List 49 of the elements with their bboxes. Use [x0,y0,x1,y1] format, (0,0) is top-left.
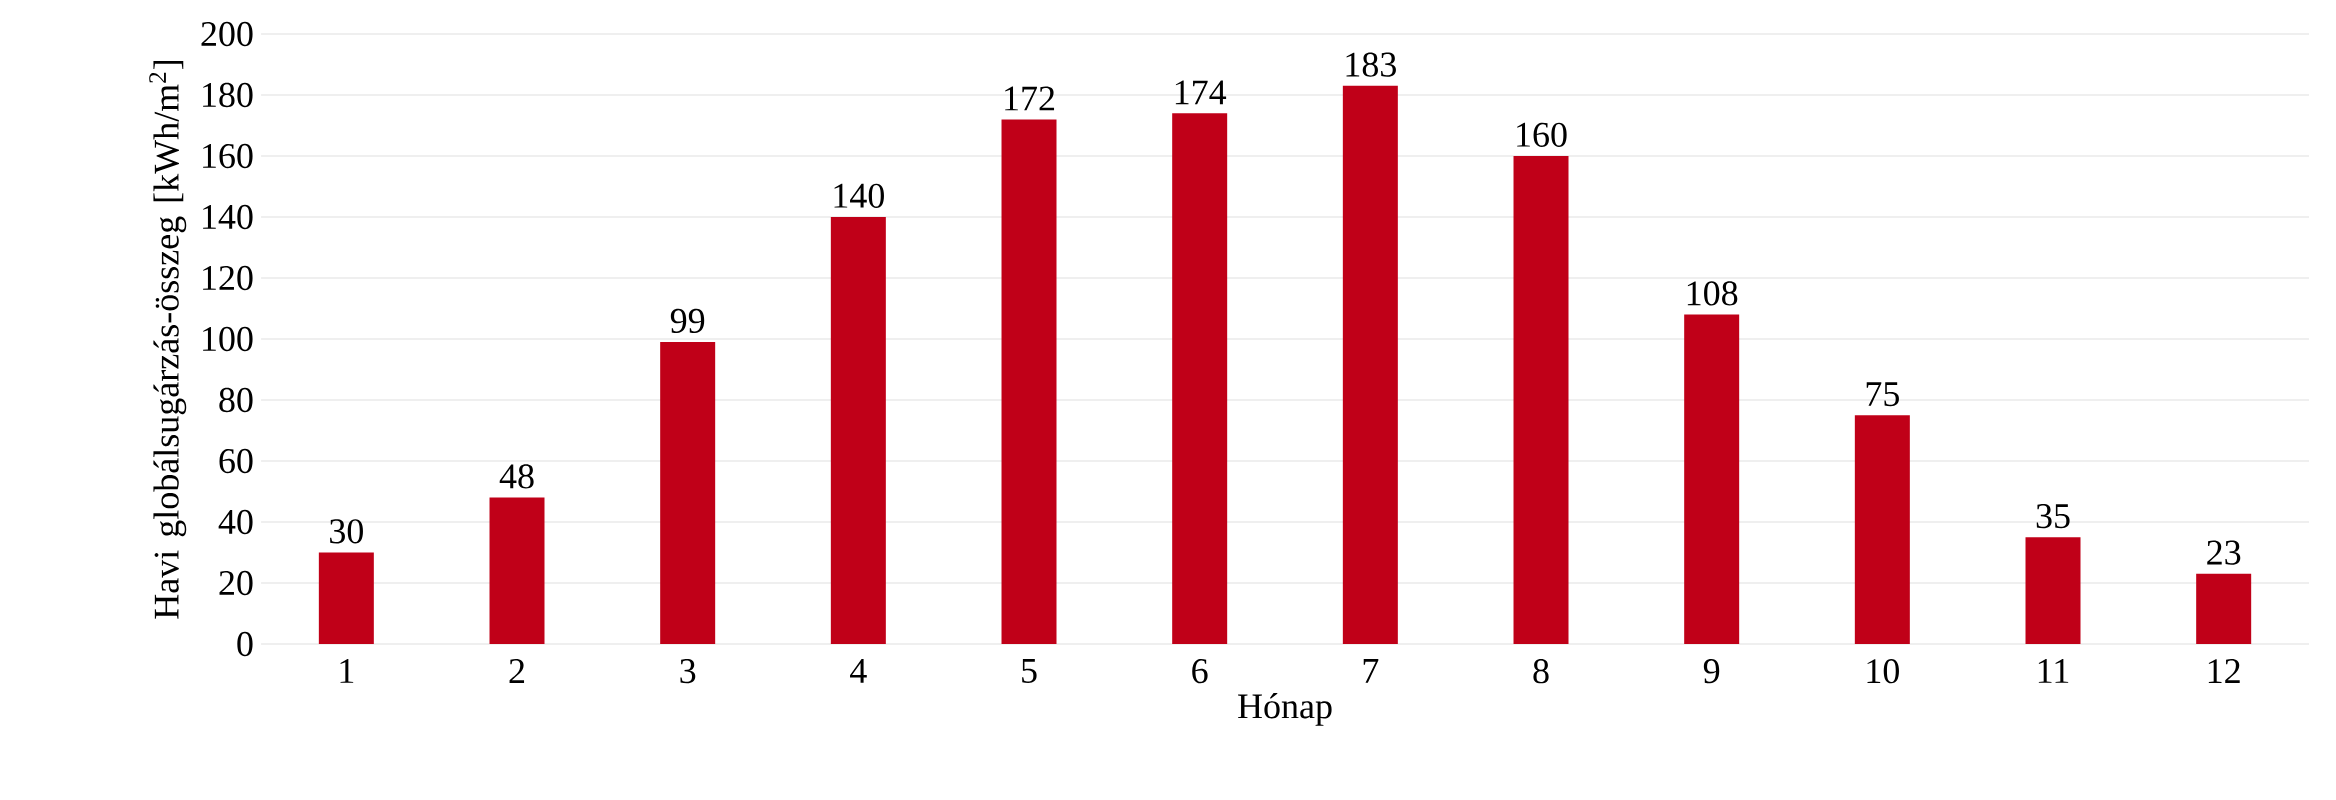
data-label: 75 [1866,382,1899,407]
bar [1854,415,1910,644]
x-tick-label: 1 [340,659,354,683]
y-tick-label: 200 [201,21,253,47]
data-label: 183 [1346,52,1396,77]
x-tick-label: 7 [1363,659,1379,683]
x-tick-label: 2 [509,659,525,683]
bar [1001,119,1057,644]
data-label: 35 [2036,504,2070,529]
x-tick-label: 4 [850,659,867,683]
x-tick-label: 8 [1533,659,1549,684]
y-tick-label: 120 [203,265,253,291]
x-tick-label: 3 [680,659,696,684]
x-tick-label: 6 [1192,659,1208,684]
x-tick-label: 10 [1867,659,1899,684]
x-axis-title: Hónap [1238,693,1332,726]
bar [2196,573,2252,644]
y-tick-label: 40 [218,509,253,535]
bar [489,497,545,644]
y-tick-label: 60 [219,448,253,474]
data-label: 172 [1005,86,1055,111]
y-tick-label: 80 [219,387,253,413]
bar [318,552,374,644]
data-label: 23 [2207,540,2241,565]
bar [1342,85,1398,644]
bar [830,217,886,644]
y-tick-label: 20 [219,570,253,596]
x-tick-label: 11 [2038,659,2069,683]
bar [1172,113,1228,644]
data-label: 108 [1687,281,1738,306]
data-label: 174 [1175,80,1227,105]
x-tick-label: 5 [1022,659,1037,683]
bar [2025,537,2081,644]
y-tick-label: 160 [203,143,253,169]
y-axis-title: Havi globálsugárzás-összeg [kWh/m$^{2}$] [149,60,187,619]
bar [1684,314,1740,644]
data-label: 140 [834,183,884,208]
y-tick-label: 100 [203,326,253,352]
bar [660,342,716,644]
data-label: 48 [499,464,534,489]
y-tick-label: 0 [237,631,253,657]
data-label: 30 [330,519,363,544]
y-tick-label: 140 [203,204,253,230]
x-tick-label: 12 [2208,659,2240,683]
y-tick-label: 180 [203,82,253,108]
data-label: 99 [670,308,705,333]
data-label: 160 [1517,122,1567,147]
x-tick-label: 9 [1703,659,1720,684]
bar [1513,156,1569,644]
